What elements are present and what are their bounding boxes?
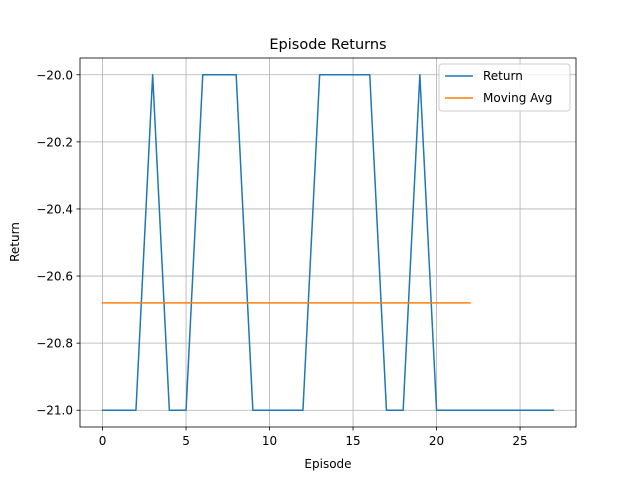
plot-frame [79,57,577,428]
legend-label-moving-avg: Moving Avg [483,91,552,105]
plot-area [80,58,576,427]
y-tick-label: −20.8 [36,337,73,351]
x-tick-label: 20 [429,434,444,448]
axis-ticks: 0 5 10 15 20 25 −21.0 −20.8 −20.6 −20.4 −20.2 −20.0 [36,68,527,448]
x-tick-label: 5 [182,434,190,448]
x-tick-label: 25 [512,434,527,448]
x-tick-label: 15 [345,434,360,448]
series-line-return [101,74,555,411]
y-tick-label: −20.6 [36,270,73,284]
y-axis-label: Return [8,222,22,262]
y-tick-label: −20.0 [36,68,73,82]
chart-title: Episode Returns [269,37,386,53]
y-tick-label: −20.2 [36,135,73,149]
series-layer [101,74,555,411]
y-tick-label: −20.4 [36,202,73,216]
legend-label-return: Return [483,69,523,83]
x-axis-label: Episode [304,457,351,471]
x-tick-label: 10 [262,434,277,448]
y-tick-label: −21.0 [36,404,73,418]
x-tick-label: 0 [99,434,107,448]
legend: Return Moving Avg [438,63,571,112]
